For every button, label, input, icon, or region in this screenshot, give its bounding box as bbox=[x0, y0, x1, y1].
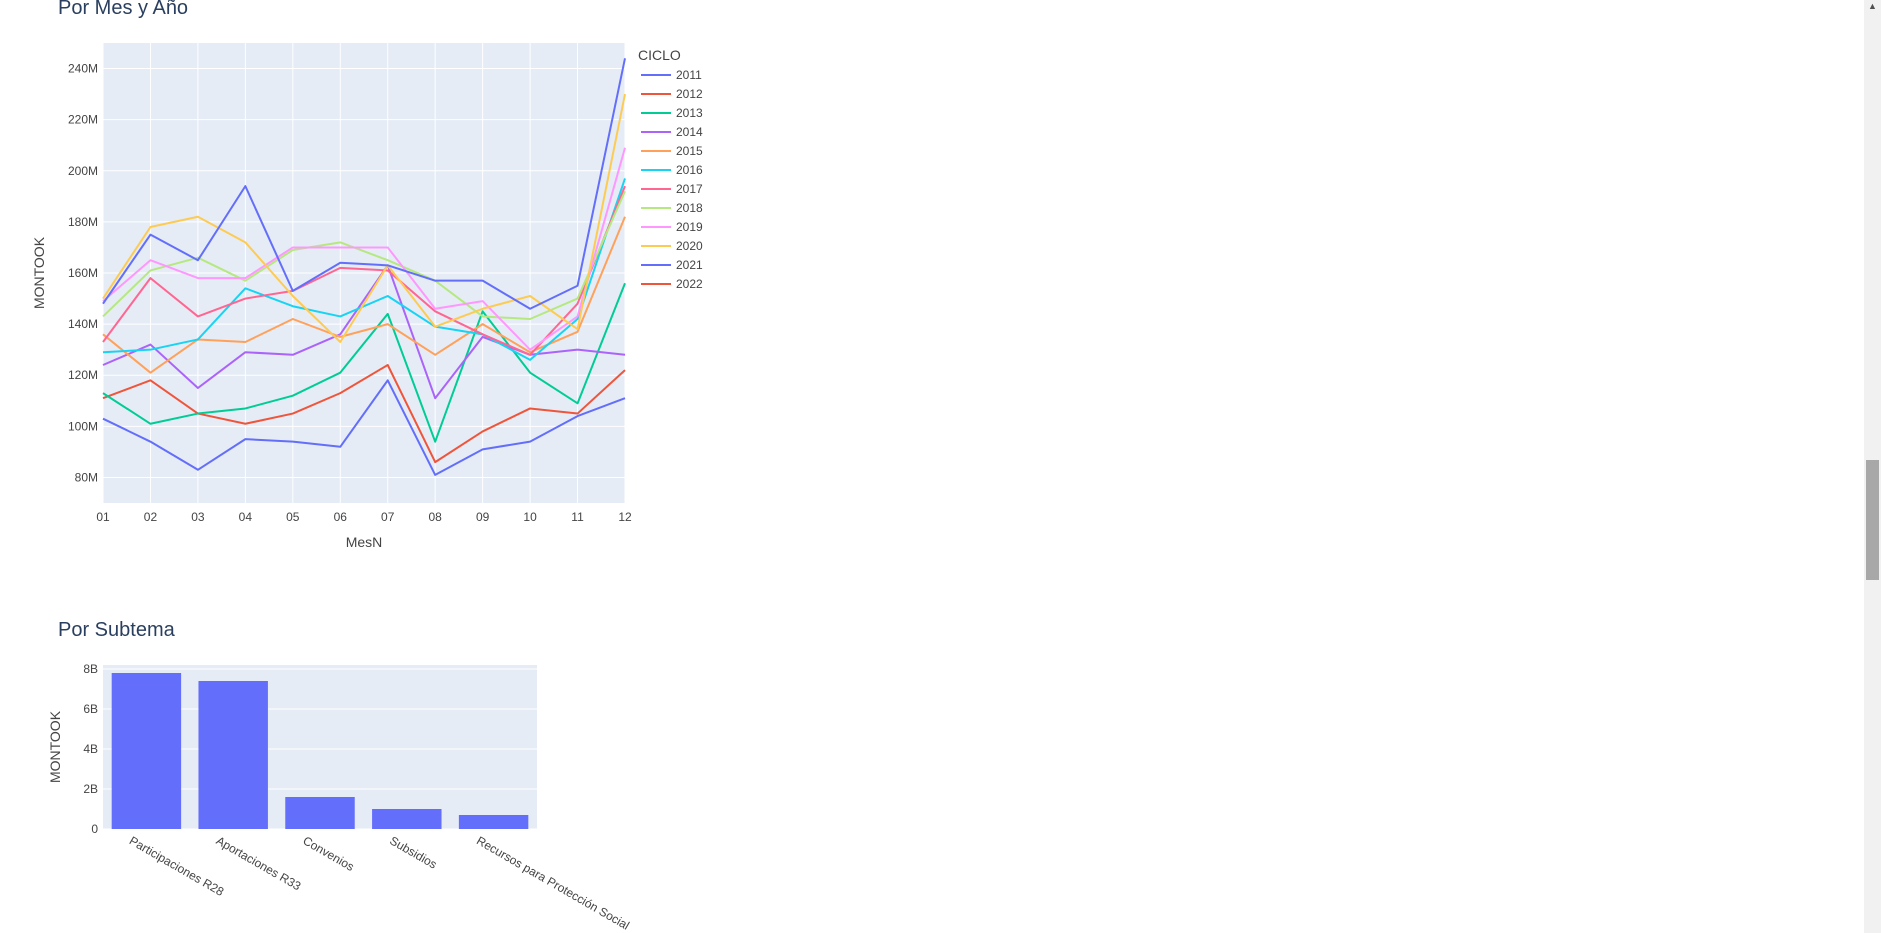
legend-label: 2015 bbox=[676, 144, 703, 158]
bar-y-tick-label: 0 bbox=[91, 822, 98, 836]
bar-y-tick-label: 6B bbox=[83, 702, 98, 716]
line-y-tick-label: 140M bbox=[68, 317, 98, 331]
line-gridlines bbox=[102, 43, 626, 503]
subtema-chart-title: Por Subtema bbox=[58, 619, 175, 641]
line-y-tick-label: 100M bbox=[68, 419, 98, 433]
line-legend[interactable]: CICLO 2011 2012 2013 2014 2015 2016 2017 2018 201… bbox=[638, 47, 703, 291]
legend-label: 2011 bbox=[676, 68, 702, 82]
legend-label: 2020 bbox=[676, 239, 703, 253]
bar-2[interactable] bbox=[285, 797, 355, 829]
line-x-tick-label: 05 bbox=[286, 510, 300, 524]
bar-x-tick-label: Recursos para Protección Social bbox=[474, 833, 632, 932]
legend-label: 2017 bbox=[676, 182, 703, 196]
line-series-2012[interactable] bbox=[102, 364, 626, 464]
bar-y-tick-label: 8B bbox=[83, 662, 98, 676]
line-x-tick-label: 12 bbox=[618, 510, 632, 524]
legend-item-2021[interactable]: 2021 bbox=[641, 258, 703, 272]
bar-0[interactable] bbox=[111, 673, 182, 829]
line-x-axis-label: MesN bbox=[346, 534, 383, 550]
line-tick-labels: 01 02 03 04 05 06 07 08 09 10 11 12 80M 100M 120M 140M 1… bbox=[68, 62, 632, 524]
monthly-line-chart[interactable]: 01 02 03 04 05 06 07 08 09 10 11 12 80M 100M 120M 140M 1… bbox=[0, 30, 760, 560]
line-y-tick-label: 160M bbox=[68, 266, 98, 280]
line-y-tick-label: 80M bbox=[75, 470, 98, 484]
bar-x-tick-label: Participaciones R28 bbox=[127, 833, 227, 899]
legend-label: 2014 bbox=[676, 125, 703, 139]
line-series-2011[interactable] bbox=[102, 379, 626, 476]
legend-item-2016[interactable]: 2016 bbox=[641, 163, 703, 177]
subtema-bar-chart[interactable]: 0 2B 4B 6B 8B Participaciones R28Aportaciones… bbox=[0, 650, 760, 933]
line-x-tick-label: 02 bbox=[144, 510, 158, 524]
bar-marks-group bbox=[111, 673, 529, 829]
line-x-tick-label: 04 bbox=[239, 510, 253, 524]
scrollbar-thumb[interactable] bbox=[1866, 460, 1879, 580]
line-y-tick-label: 240M bbox=[68, 62, 98, 76]
line-series-2020[interactable] bbox=[102, 93, 626, 343]
line-x-tick-label: 06 bbox=[334, 510, 348, 524]
line-series-2016[interactable] bbox=[102, 178, 626, 361]
legend-item-2015[interactable]: 2015 bbox=[641, 144, 703, 158]
line-y-tick-label: 200M bbox=[68, 164, 98, 178]
line-x-tick-label: 03 bbox=[191, 510, 205, 524]
line-y-axis-label: MONTOOK bbox=[31, 236, 47, 309]
legend-item-2019[interactable]: 2019 bbox=[641, 220, 703, 234]
legend-label: 2019 bbox=[676, 220, 703, 234]
bar-x-tick-label: Subsidios bbox=[387, 833, 439, 871]
line-series-group bbox=[102, 58, 626, 476]
monthly-chart-title: Por Mes y Año bbox=[58, 0, 189, 19]
vertical-scrollbar[interactable]: ▲ bbox=[1864, 0, 1881, 933]
line-series-2019[interactable] bbox=[102, 147, 626, 351]
legend-label: 2012 bbox=[676, 87, 703, 101]
legend-label: 2013 bbox=[676, 106, 703, 120]
line-series-2013[interactable] bbox=[102, 282, 626, 443]
line-x-tick-label: 07 bbox=[381, 510, 395, 524]
legend-item-2014[interactable]: 2014 bbox=[641, 125, 703, 139]
scroll-up-arrow-icon[interactable]: ▲ bbox=[1868, 1, 1877, 11]
legend-item-2020[interactable]: 2020 bbox=[641, 239, 703, 253]
bar-y-tick-label: 2B bbox=[83, 782, 98, 796]
line-series-2018[interactable] bbox=[102, 190, 626, 320]
legend-label: 2021 bbox=[676, 258, 703, 272]
legend-title: CICLO bbox=[638, 47, 681, 63]
legend-item-2022[interactable]: 2022 bbox=[641, 277, 703, 291]
line-y-tick-label: 120M bbox=[68, 368, 98, 382]
line-series-2017[interactable] bbox=[102, 185, 626, 356]
bar-y-tick-label: 4B bbox=[83, 742, 98, 756]
bar-x-tick-label: Convenios bbox=[301, 833, 357, 873]
line-y-tick-label: 220M bbox=[68, 113, 98, 127]
line-x-tick-label: 01 bbox=[96, 510, 110, 524]
line-x-tick-label: 11 bbox=[571, 510, 584, 524]
legend-label: 2016 bbox=[676, 163, 703, 177]
legend-item-2013[interactable]: 2013 bbox=[641, 106, 703, 120]
bar-4[interactable] bbox=[458, 815, 529, 829]
legend-label: 2018 bbox=[676, 201, 703, 215]
legend-label: 2022 bbox=[676, 277, 703, 291]
bar-3[interactable] bbox=[372, 809, 442, 829]
line-x-tick-label: 08 bbox=[429, 510, 443, 524]
legend-item-2017[interactable]: 2017 bbox=[641, 182, 703, 196]
line-x-tick-label: 09 bbox=[476, 510, 490, 524]
line-x-tick-label: 10 bbox=[523, 510, 537, 524]
line-y-tick-label: 180M bbox=[68, 215, 98, 229]
line-series-2021[interactable] bbox=[102, 58, 626, 310]
bar-1[interactable] bbox=[198, 681, 268, 829]
line-series-2015[interactable] bbox=[102, 216, 626, 374]
legend-item-2018[interactable]: 2018 bbox=[641, 201, 703, 215]
legend-item-2012[interactable]: 2012 bbox=[641, 87, 703, 101]
legend-item-2011[interactable]: 2011 bbox=[641, 68, 702, 82]
bar-x-tick-label: Aportaciones R33 bbox=[214, 833, 304, 893]
bar-y-axis-label: MONTOOK bbox=[47, 710, 63, 783]
